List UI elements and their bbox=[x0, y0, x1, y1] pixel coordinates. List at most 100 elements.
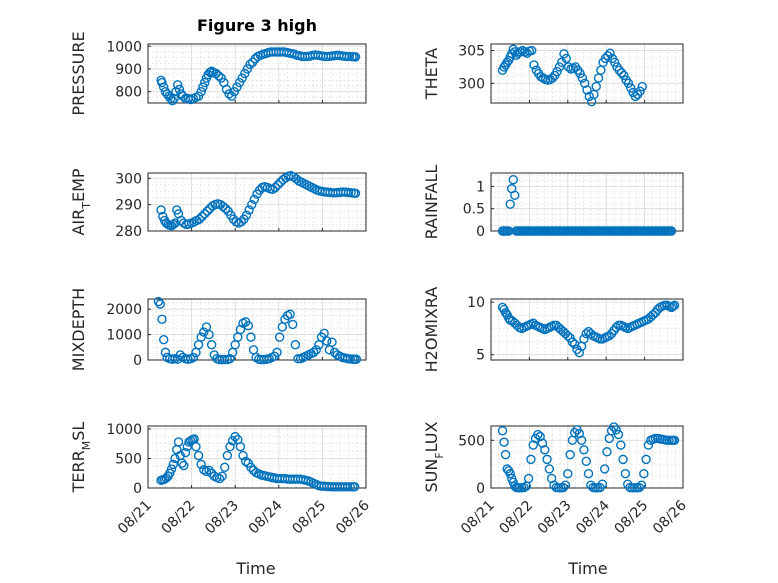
data-point bbox=[500, 307, 511, 318]
y-axis-label-subscript: T bbox=[80, 202, 93, 210]
y-tick-label: 1000 bbox=[106, 328, 142, 344]
data-point bbox=[563, 331, 573, 341]
y-tick-label: 1 bbox=[476, 179, 485, 195]
data-point bbox=[349, 482, 360, 492]
data-point bbox=[196, 86, 206, 97]
data-point bbox=[560, 480, 571, 490]
data-point bbox=[500, 449, 511, 460]
y-axis-label-suffix: SL bbox=[69, 422, 88, 441]
panel-left-3-markers bbox=[153, 296, 362, 365]
y-tick-label: 300 bbox=[458, 76, 485, 92]
data-point bbox=[563, 468, 573, 479]
x-tick-label: 08/21 bbox=[458, 498, 498, 538]
y-tick-label: 900 bbox=[115, 62, 142, 78]
x-tick-label: 08/22 bbox=[496, 498, 536, 538]
data-point bbox=[623, 78, 634, 89]
data-point bbox=[668, 301, 678, 312]
data-point bbox=[641, 454, 651, 465]
data-point bbox=[579, 78, 590, 89]
data-point bbox=[173, 437, 184, 447]
data-point bbox=[217, 471, 227, 481]
data-point bbox=[510, 190, 520, 201]
panel-left-1-border bbox=[147, 43, 367, 104]
data-point bbox=[177, 458, 187, 468]
y-tick-label: 290 bbox=[115, 198, 142, 214]
y-axis-label-subscript: F bbox=[433, 452, 446, 458]
data-point bbox=[639, 468, 649, 479]
data-point bbox=[188, 352, 199, 363]
data-point bbox=[202, 206, 212, 216]
data-point bbox=[199, 464, 209, 475]
data-point bbox=[523, 473, 534, 484]
y-axis-label: PRESSURE bbox=[69, 31, 88, 115]
data-point bbox=[635, 86, 645, 96]
data-point bbox=[575, 68, 585, 79]
panel-left-2: 280 290 300 AIRTEMP bbox=[69, 168, 367, 240]
x-tick-label: 08/21 bbox=[115, 498, 155, 538]
data-point bbox=[519, 482, 529, 493]
y-tick-label: 0 bbox=[133, 481, 142, 497]
panel-left-4-frame bbox=[147, 425, 367, 489]
data-point bbox=[229, 86, 240, 97]
data-point bbox=[522, 48, 532, 58]
data-point bbox=[240, 456, 251, 467]
x-axis-label: Time bbox=[567, 559, 607, 578]
panel-right-2-markers bbox=[497, 174, 677, 236]
data-point bbox=[604, 331, 614, 341]
data-point bbox=[220, 203, 231, 214]
panel-right-2-grid bbox=[490, 173, 684, 232]
data-point bbox=[235, 441, 246, 452]
data-point bbox=[636, 480, 647, 490]
data-point bbox=[565, 449, 575, 460]
data-point bbox=[206, 340, 217, 350]
x-tick-label: 08/26 bbox=[333, 497, 373, 537]
data-point bbox=[245, 59, 255, 70]
data-point bbox=[204, 329, 214, 340]
data-point bbox=[505, 468, 515, 479]
y-axis-label-main: SUN bbox=[422, 459, 441, 493]
data-point bbox=[244, 205, 254, 215]
data-point bbox=[342, 482, 353, 492]
y-tick-label: 280 bbox=[115, 224, 142, 240]
y-axis-label-main: RAINFALL bbox=[422, 165, 441, 240]
panel-right-1-border bbox=[490, 43, 684, 104]
data-point bbox=[249, 194, 260, 205]
data-point bbox=[602, 447, 612, 457]
data-point bbox=[544, 464, 555, 474]
data-point bbox=[227, 91, 237, 101]
data-point bbox=[502, 464, 512, 474]
y-axis-label-main: PRESSURE bbox=[69, 31, 88, 115]
data-point bbox=[619, 70, 629, 81]
data-point bbox=[238, 450, 248, 461]
y-tick-label: 500 bbox=[115, 451, 142, 467]
data-point bbox=[542, 454, 552, 465]
data-point bbox=[502, 57, 512, 68]
data-point bbox=[288, 319, 298, 330]
data-point bbox=[570, 427, 580, 438]
panel-left-4-border bbox=[147, 425, 367, 489]
data-point bbox=[345, 482, 356, 492]
data-point bbox=[581, 456, 591, 466]
data-point bbox=[165, 468, 175, 478]
data-point bbox=[574, 347, 585, 358]
data-point bbox=[156, 205, 166, 215]
data-point bbox=[669, 435, 680, 446]
data-point bbox=[605, 48, 615, 58]
data-point bbox=[533, 429, 543, 440]
panel-left-2-border bbox=[147, 172, 367, 232]
data-point bbox=[616, 68, 627, 78]
data-point bbox=[350, 52, 361, 62]
panel-right-4-border bbox=[490, 425, 684, 489]
data-point bbox=[168, 459, 178, 470]
data-point bbox=[220, 462, 230, 473]
data-point bbox=[273, 180, 283, 190]
panel-left-1-markers bbox=[156, 47, 361, 106]
y-tick-label: 500 bbox=[458, 433, 485, 449]
data-point bbox=[232, 82, 242, 92]
y-axis-label-main: H2OMIXRA bbox=[422, 287, 441, 373]
data-point bbox=[198, 82, 208, 92]
data-point bbox=[609, 57, 620, 68]
data-point bbox=[222, 450, 233, 461]
data-point bbox=[643, 440, 654, 450]
